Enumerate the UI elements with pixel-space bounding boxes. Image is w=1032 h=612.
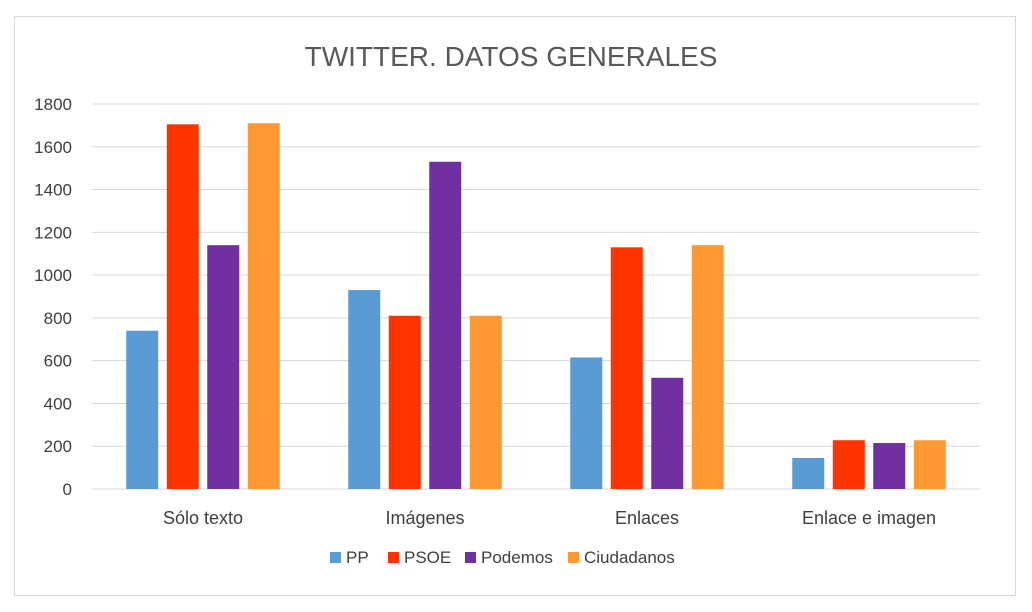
- y-tick-label: 200: [44, 437, 72, 456]
- legend-label-psoe: PSOE: [404, 548, 451, 567]
- bar-podemos-3: [651, 377, 684, 489]
- y-tick-label: 600: [44, 352, 72, 371]
- bar-podemos-1: [207, 245, 240, 489]
- bar-pp-2: [348, 290, 381, 489]
- y-tick-label: 400: [44, 394, 72, 413]
- legend-label-ciudadanos: Ciudadanos: [584, 548, 675, 567]
- x-category-label: Enlace e imagen: [802, 508, 936, 528]
- y-tick-label: 1800: [34, 95, 72, 114]
- chart-title: TWITTER. DATOS GENERALES: [305, 41, 718, 72]
- y-tick-label: 1400: [34, 181, 72, 200]
- legend-swatch-psoe: [388, 552, 399, 563]
- legend-label-pp: PP: [346, 548, 369, 567]
- x-category-label: Sólo texto: [163, 508, 243, 528]
- bar-psoe-3: [610, 247, 643, 489]
- y-tick-label: 1000: [34, 266, 72, 285]
- y-tick-label: 1200: [34, 223, 72, 242]
- bar-psoe-2: [388, 315, 421, 489]
- gridlines: [92, 103, 980, 490]
- bar-pp-1: [126, 330, 159, 489]
- bar-podemos-4: [873, 443, 906, 489]
- x-category-label: Imágenes: [385, 508, 464, 528]
- x-axis-labels: Sólo texto Imágenes Enlaces Enlace e imagen: [163, 508, 936, 528]
- legend-label-podemos: Podemos: [481, 548, 553, 567]
- legend-swatch-ciudadanos: [568, 552, 579, 563]
- bar-psoe-4: [832, 440, 865, 489]
- bar-pp-3: [570, 357, 603, 489]
- legend-swatch-podemos: [465, 552, 476, 563]
- bar-psoe-1: [166, 124, 199, 489]
- legend: PP PSOE Podemos Ciudadanos: [330, 548, 675, 567]
- y-tick-label: 0: [63, 480, 72, 499]
- y-axis-ticks: 0 200 400 600 800 1000 1200 1400 1600 1800: [34, 95, 72, 499]
- bar-podemos-2: [429, 161, 462, 489]
- bar-ciudadanos-2: [469, 315, 502, 489]
- bar-ciudadanos-4: [913, 440, 946, 489]
- legend-swatch-pp: [330, 552, 341, 563]
- y-tick-label: 1600: [34, 138, 72, 157]
- y-tick-label: 800: [44, 309, 72, 328]
- x-category-label: Enlaces: [615, 508, 679, 528]
- bars: [126, 123, 946, 489]
- bar-ciudadanos-1: [247, 123, 280, 489]
- bar-ciudadanos-3: [691, 245, 724, 489]
- bar-pp-4: [792, 457, 825, 489]
